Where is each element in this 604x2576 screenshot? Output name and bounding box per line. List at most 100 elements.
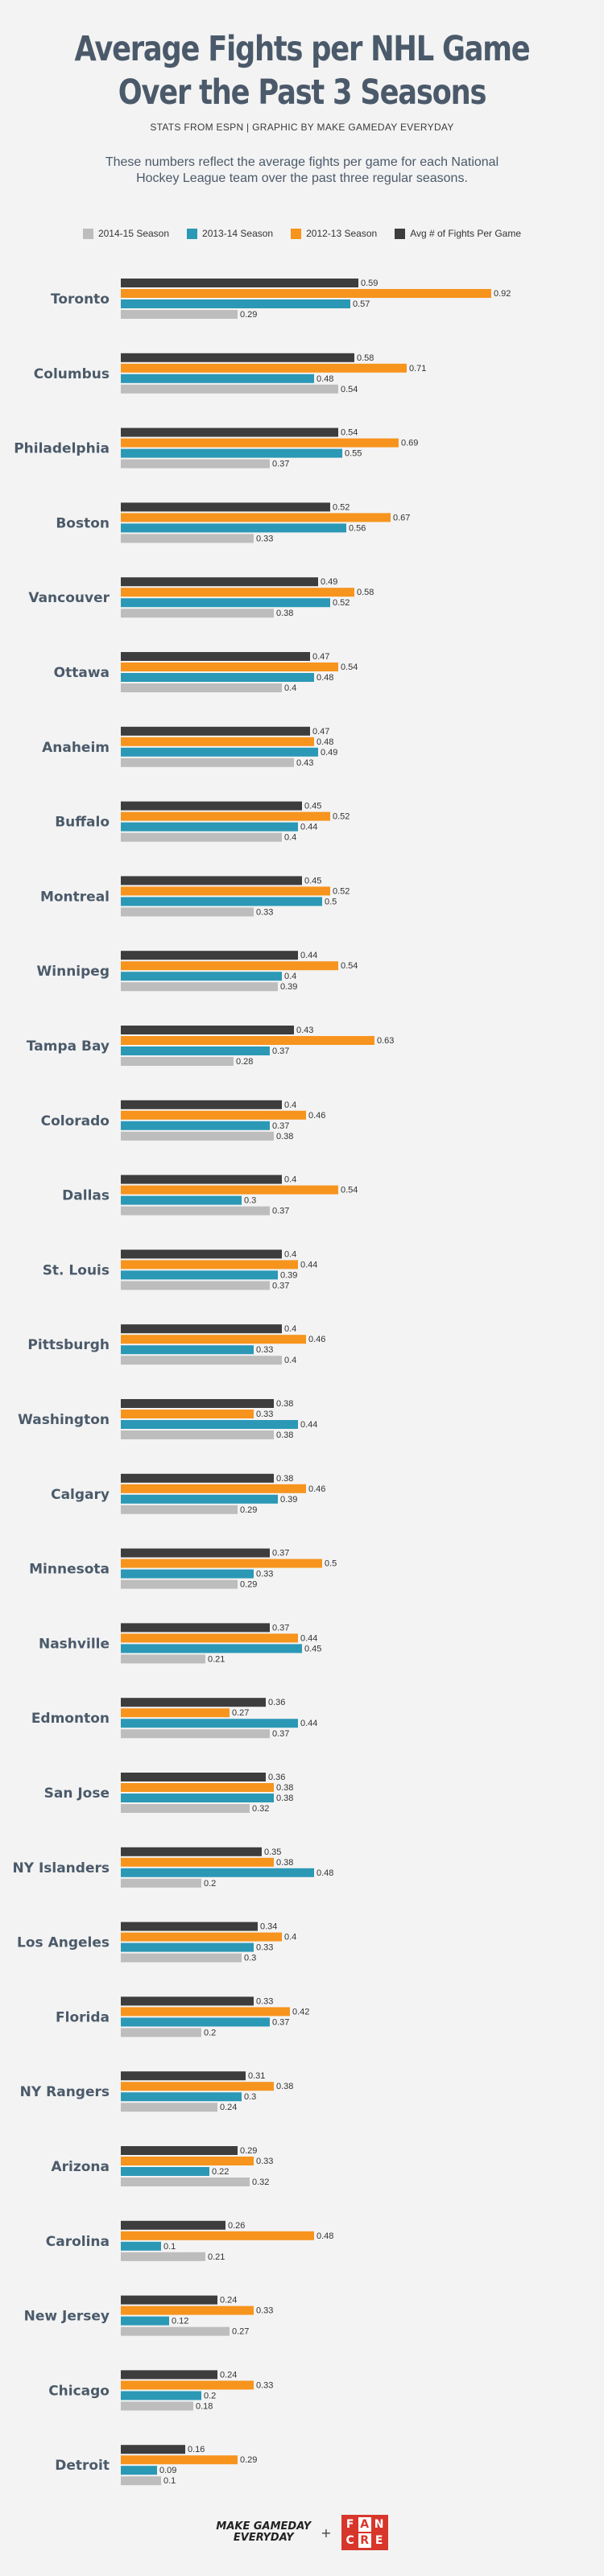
team-group-columbus: Columbus 0.58 0.71 0.48 0.54	[34, 353, 426, 394]
team-group-detroit: Detroit 0.16 0.29 0.090.1	[55, 2445, 257, 2486]
bar-2014	[121, 2326, 230, 2336]
value-label-2012: 0.33	[256, 2306, 273, 2316]
bar-2012	[121, 737, 314, 746]
value-label-avg: 0.52	[333, 502, 350, 512]
value-label-avg: 0.34	[260, 1922, 277, 1932]
title-line-2: Over the Past 3 Seasons	[118, 72, 487, 113]
value-label-avg: 0.36	[268, 1773, 285, 1782]
value-label-2012: 0.71	[409, 364, 426, 374]
team-group-ottawa: Ottawa 0.47 0.54 0.48 0.4	[54, 652, 358, 693]
value-label-avg: 0.24	[220, 2370, 237, 2380]
team-label: Nashville	[39, 1636, 110, 1652]
value-label-2014: 0.21	[208, 1654, 225, 1664]
value-label-2013: 0.45	[304, 1644, 321, 1653]
bar-2012	[121, 363, 407, 373]
value-label-2012: 0.54	[341, 961, 358, 971]
value-label-2014: 0.38	[276, 1430, 293, 1440]
value-label-2013: 0.57	[353, 299, 370, 309]
legend: 2014-15 Season 2013-14 Season 2012-13 Se…	[0, 228, 604, 239]
value-label-2014: 0.37	[272, 1729, 289, 1739]
bar-2012	[121, 1708, 230, 1718]
team-group-nashville: Nashville 0.37 0.440.45 0.21	[39, 1623, 321, 1664]
bar-avg	[121, 652, 310, 661]
value-label-2012: 0.33	[256, 2157, 273, 2166]
bar-2012	[121, 1260, 298, 1269]
value-label-2014: 0.24	[220, 2103, 237, 2112]
value-label-avg: 0.29	[240, 2146, 257, 2156]
value-label-2012: 0.38	[276, 1858, 293, 1868]
bar-2012	[121, 1410, 254, 1418]
team-label: Boston	[56, 515, 110, 531]
bar-avg	[121, 726, 310, 736]
value-label-2014: 0.4	[284, 1356, 296, 1365]
bar-2013	[121, 1942, 254, 1952]
bar-avg	[121, 1996, 254, 2006]
bar-avg	[121, 1324, 282, 1334]
value-label-2014: 0.43	[296, 758, 313, 768]
team-group-dallas: Dallas 0.4 0.54 0.3 0.37	[62, 1174, 358, 1216]
value-label-2013: 0.22	[212, 2167, 229, 2177]
team-group-calgary: Calgary 0.38 0.46 0.39 0.29	[51, 1473, 325, 1515]
bar-2012	[121, 663, 338, 671]
value-label-2014: 0.2	[204, 2028, 216, 2037]
value-label-2014: 0.33	[256, 534, 273, 543]
value-label-2014: 0.2	[204, 1879, 216, 1889]
team-label: Dallas	[62, 1188, 110, 1204]
bar-2013	[121, 299, 350, 308]
value-label-2014: 0.27	[232, 2327, 249, 2337]
team-group-montreal: Montreal 0.45 0.520.5 0.33	[40, 876, 350, 917]
bar-avg	[121, 2295, 217, 2305]
bar-2013	[121, 1644, 302, 1653]
team-group-buffalo: Buffalo 0.45 0.52 0.44 0.4	[55, 801, 350, 843]
value-label-avg: 0.38	[276, 1399, 293, 1409]
bar-avg	[121, 1174, 282, 1184]
bar-avg	[121, 427, 338, 437]
value-label-avg: 0.35	[264, 1847, 281, 1857]
bar-2013	[121, 2092, 242, 2102]
team-label: Los Angeles	[17, 1935, 110, 1951]
value-label-2012: 0.5	[325, 1559, 337, 1569]
value-label-2013: 0.37	[272, 2017, 289, 2027]
value-label-2012: 0.42	[292, 2007, 309, 2017]
bar-2014	[121, 1430, 274, 1439]
bar-2012	[121, 2455, 238, 2465]
value-label-2013: 0.48	[316, 374, 333, 384]
bar-2013	[121, 1420, 298, 1429]
team-label: Winnipeg	[37, 964, 110, 980]
bar-2014	[121, 1356, 282, 1365]
value-label-2013: 0.4	[284, 972, 296, 981]
bar-2012	[121, 438, 399, 448]
title-line-1: Average Fights per NHL Game	[74, 29, 531, 69]
value-label-2014: 0.54	[341, 385, 358, 394]
bar-2012	[121, 513, 391, 522]
team-label: Philadelphia	[14, 441, 110, 457]
fancred-letter: N	[371, 2516, 387, 2533]
bar-2014	[121, 534, 254, 543]
value-label-2013: 0.44	[300, 1420, 317, 1430]
value-label-avg: 0.33	[256, 1996, 273, 2006]
bar-2014	[121, 758, 294, 767]
bar-2013	[121, 673, 314, 682]
team-label: Chicago	[48, 2383, 110, 2399]
bar-2014	[121, 1804, 250, 1813]
bar-2014	[121, 384, 338, 394]
fancred-letter: C	[342, 2533, 358, 2549]
bar-avg	[121, 1773, 266, 1781]
bar-avg	[121, 1623, 270, 1633]
value-label-2012: 0.44	[300, 1260, 317, 1269]
team-group-edmonton: Edmonton 0.36 0.27 0.44 0.37	[31, 1698, 317, 1739]
bar-2013	[121, 374, 314, 383]
bar-2012	[121, 2231, 314, 2240]
bar-2014	[121, 609, 274, 618]
value-label-2012: 0.46	[308, 1111, 325, 1121]
value-label-avg: 0.24	[220, 2296, 237, 2306]
legend-swatch-2013	[187, 228, 198, 239]
value-label-2014: 0.18	[196, 2401, 213, 2411]
bar-2013	[121, 1868, 314, 1877]
value-label-2014: 0.38	[276, 1132, 293, 1141]
value-label-2012: 0.46	[308, 1335, 325, 1344]
value-label-2013: 0.48	[316, 673, 333, 683]
value-label-2013: 0.09	[159, 2466, 176, 2475]
team-group-boston: Boston 0.52 0.67 0.56 0.33	[56, 502, 410, 543]
